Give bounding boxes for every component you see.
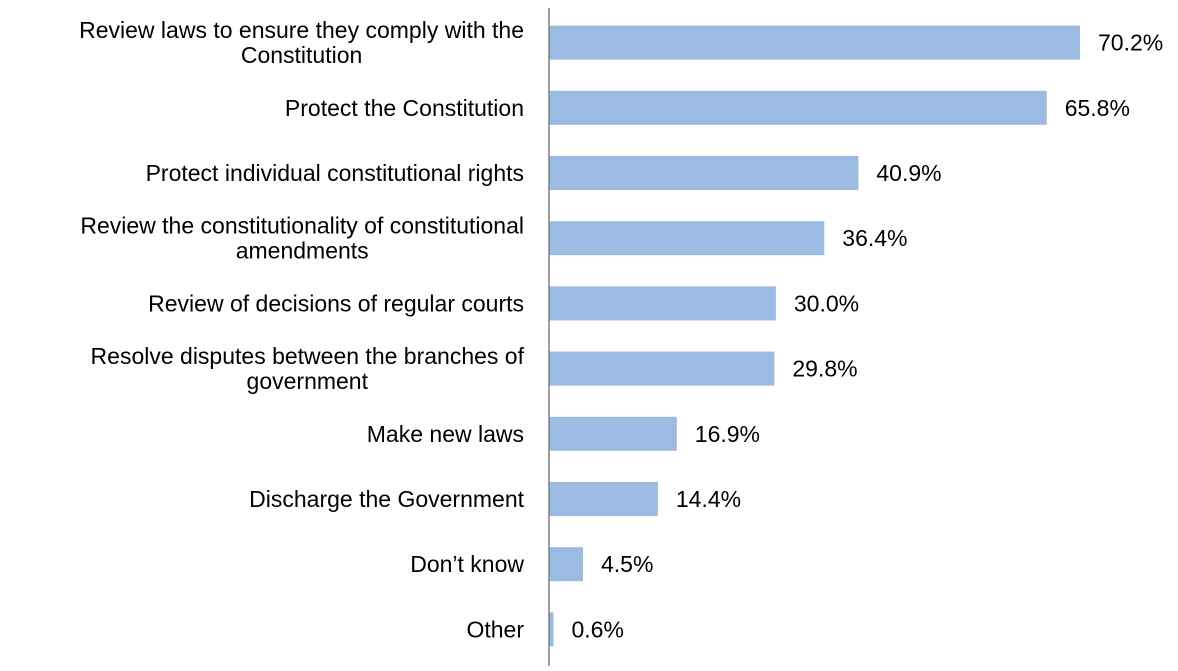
category-label-4: Review of decisions of regular courts — [148, 290, 524, 316]
bar-9 — [549, 612, 554, 647]
category-label-line-0-0: Review laws to ensure they comply with t… — [79, 17, 524, 43]
category-label-line-9-0: Other — [466, 616, 524, 642]
value-label-9: 0.6% — [572, 616, 624, 642]
value-label-5: 29.8% — [792, 356, 857, 382]
bar-2 — [549, 156, 859, 190]
category-label-line-1-0: Protect the Constitution — [285, 95, 524, 121]
bar-7 — [549, 482, 658, 516]
category-label-1: Protect the Constitution — [285, 95, 524, 121]
bar-0 — [549, 25, 1080, 60]
category-label-line-6-0: Make new laws — [367, 421, 524, 447]
bars-layer — [549, 25, 1080, 647]
category-labels-layer: Review laws to ensure they comply with t… — [79, 17, 524, 642]
category-label-line-5-1: government — [247, 368, 369, 394]
bar-1 — [549, 90, 1047, 125]
category-label-5: Resolve disputes between the branches of… — [91, 343, 525, 394]
bar-5 — [549, 351, 775, 386]
category-label-line-4-0: Review of decisions of regular courts — [148, 290, 524, 316]
category-label-line-0-1: Constitution — [241, 42, 362, 68]
bar-3 — [549, 221, 825, 256]
category-label-8: Don’t know — [410, 551, 524, 577]
value-label-3: 36.4% — [842, 225, 907, 251]
category-label-line-2-0: Protect individual constitutional rights — [146, 160, 524, 186]
value-label-8: 4.5% — [601, 551, 653, 577]
value-label-4: 30.0% — [794, 290, 859, 316]
value-labels-layer: 70.2% 65.8% 40.9% 36.4% 30.0% 29.8% 16.9% 14.4%… — [572, 30, 1164, 643]
category-label-0: Review laws to ensure they comply with t… — [79, 17, 524, 68]
value-label-1: 65.8% — [1065, 95, 1130, 121]
value-label-0: 70.2% — [1098, 30, 1163, 56]
category-label-line-8-0: Don’t know — [410, 551, 524, 577]
category-label-6: Make new laws — [367, 421, 524, 447]
value-label-6: 16.9% — [695, 421, 760, 447]
category-label-2: Protect individual constitutional rights — [146, 160, 524, 186]
category-label-3: Review the constitutionality of constitu… — [80, 213, 524, 264]
bar-6 — [549, 416, 677, 451]
category-label-line-5-0: Resolve disputes between the branches of — [91, 343, 525, 369]
category-label-line-3-1: amendments — [236, 238, 369, 264]
category-label-line-7-0: Discharge the Government — [249, 486, 524, 512]
bar-8 — [549, 547, 583, 582]
category-label-7: Discharge the Government — [249, 486, 524, 512]
value-label-2: 40.9% — [876, 160, 941, 186]
category-label-9: Other — [466, 616, 524, 642]
bar-4 — [549, 286, 776, 321]
value-label-7: 14.4% — [676, 486, 741, 512]
category-label-line-3-0: Review the constitutionality of constitu… — [80, 213, 524, 239]
